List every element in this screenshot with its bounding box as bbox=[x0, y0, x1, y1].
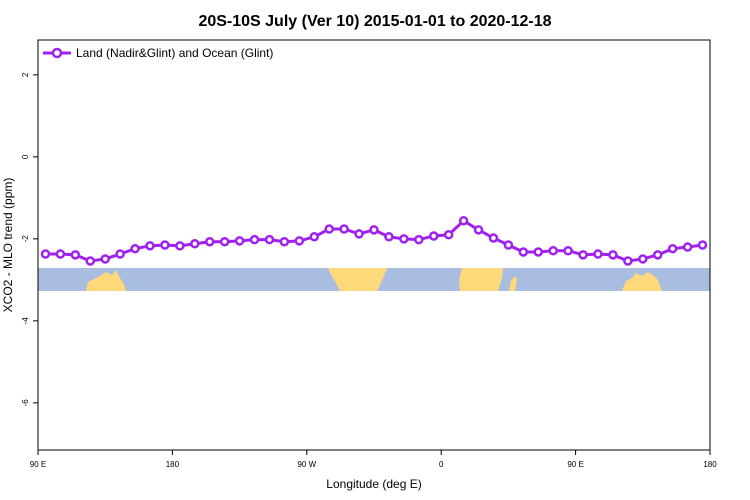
y-tick-label: -4 bbox=[21, 317, 30, 325]
point bbox=[533, 247, 544, 257]
point bbox=[608, 250, 618, 260]
point bbox=[264, 234, 275, 245]
point bbox=[697, 240, 708, 250]
x-tick-label: 90 W bbox=[297, 460, 316, 469]
y-tick-label: -6 bbox=[21, 399, 30, 407]
point bbox=[279, 236, 290, 247]
point bbox=[503, 240, 514, 250]
plot-frame bbox=[37, 39, 711, 451]
point bbox=[354, 229, 364, 239]
point bbox=[548, 245, 558, 256]
legend-label: Land (Nadir&Glint) and Ocean (Glint) bbox=[76, 46, 273, 60]
land bbox=[622, 272, 662, 291]
point bbox=[518, 247, 529, 257]
land bbox=[328, 268, 387, 291]
point bbox=[324, 224, 334, 234]
point bbox=[443, 230, 454, 240]
x-tick-label: 180 bbox=[703, 460, 717, 469]
point bbox=[40, 249, 51, 259]
x-axis-label: Longitude (deg E) bbox=[326, 477, 421, 491]
point bbox=[384, 232, 394, 242]
point bbox=[399, 234, 409, 244]
point bbox=[593, 249, 603, 259]
point bbox=[563, 245, 573, 256]
point bbox=[219, 236, 230, 247]
point bbox=[473, 225, 484, 235]
point bbox=[488, 233, 499, 243]
legend-marker bbox=[51, 47, 63, 59]
y-tick-label: -2 bbox=[21, 235, 30, 243]
point bbox=[667, 243, 678, 254]
point bbox=[638, 254, 648, 264]
x-tick-label: 90 E bbox=[567, 460, 583, 469]
point bbox=[130, 243, 140, 254]
point bbox=[249, 234, 260, 245]
y-tick-label: 2 bbox=[21, 72, 30, 77]
point bbox=[623, 256, 633, 266]
point bbox=[234, 236, 245, 246]
y-axis-label: XCO2 - MLO trend (ppm) bbox=[1, 178, 15, 313]
point bbox=[115, 249, 125, 259]
point bbox=[458, 216, 469, 226]
chart-title: 20S-10S July (Ver 10) 2015-01-01 to 2020… bbox=[198, 13, 551, 30]
land bbox=[509, 276, 517, 291]
point bbox=[652, 250, 663, 260]
point bbox=[190, 239, 200, 249]
point bbox=[70, 250, 81, 260]
point bbox=[414, 234, 424, 245]
y-tick-label: 0 bbox=[21, 154, 30, 159]
x-tick-label: 90 E bbox=[30, 460, 46, 469]
land-ocean-strip bbox=[38, 268, 710, 291]
point bbox=[682, 242, 693, 252]
point bbox=[100, 254, 110, 264]
x-tick-label: 0 bbox=[439, 460, 444, 469]
point bbox=[294, 236, 305, 246]
point bbox=[309, 232, 320, 242]
point bbox=[578, 250, 588, 260]
land bbox=[459, 268, 503, 291]
point bbox=[428, 231, 439, 241]
land bbox=[86, 270, 126, 291]
point bbox=[160, 240, 170, 250]
point bbox=[339, 224, 349, 234]
point bbox=[175, 241, 185, 251]
point bbox=[55, 249, 66, 259]
point bbox=[145, 241, 155, 251]
point bbox=[369, 225, 379, 235]
point bbox=[85, 256, 96, 266]
x-tick-label: 180 bbox=[166, 460, 180, 469]
point bbox=[204, 236, 215, 247]
